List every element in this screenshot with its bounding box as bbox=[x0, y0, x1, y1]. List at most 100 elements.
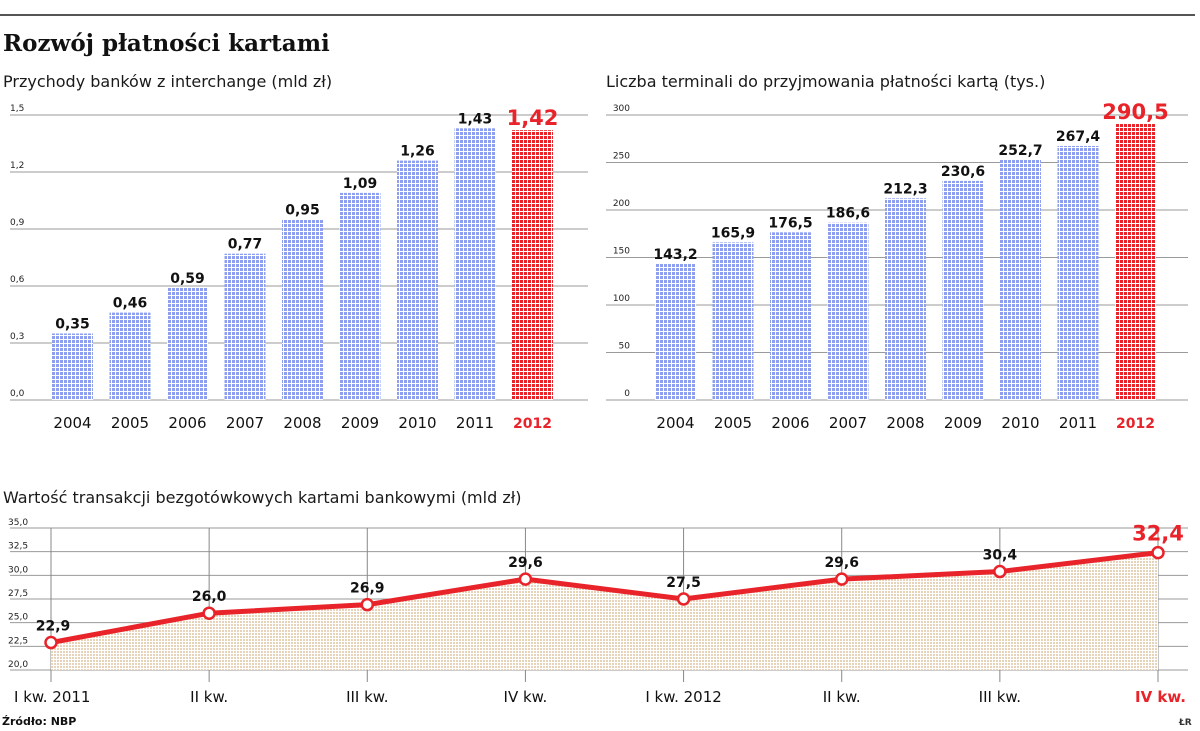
bar bbox=[52, 333, 93, 400]
x-tick-label: III kw. bbox=[979, 688, 1021, 706]
series-line bbox=[50, 550, 1159, 646]
data-label: 0,59 bbox=[170, 271, 205, 287]
interchange-bar-chart: 0,0 0,3 0,6 0,9 1,2 1,5 0,35 2004 0,46 2005 0,59 20… bbox=[10, 104, 588, 432]
x-tick-label: II kw. bbox=[823, 688, 861, 706]
x-tick-label: 2005 bbox=[714, 414, 752, 432]
x-tick-label: 2008 bbox=[886, 414, 924, 432]
x-tick-label: 2011 bbox=[1059, 414, 1097, 432]
data-point bbox=[834, 572, 849, 586]
bar bbox=[109, 312, 151, 400]
y-tick-label: 22,5 bbox=[8, 636, 28, 646]
x-tick-label: IV kw. bbox=[504, 688, 548, 706]
area-fill bbox=[51, 552, 1158, 670]
data-label: 230,6 bbox=[941, 164, 985, 180]
data-label: 29,6 bbox=[824, 555, 859, 571]
y-tick-label: 150 bbox=[613, 247, 630, 257]
y-tick-label: 30,0 bbox=[8, 565, 28, 575]
bar bbox=[1057, 145, 1099, 400]
y-tick-label: 250 bbox=[613, 152, 630, 162]
data-label: 26,0 bbox=[192, 589, 227, 605]
x-tick-label: 2007 bbox=[226, 414, 264, 432]
interchange-chart-title: Przychody banków z interchange (mld zł) bbox=[3, 72, 333, 91]
y-tick-label: 32,5 bbox=[8, 542, 28, 552]
x-tick-label: 2012 bbox=[513, 416, 552, 432]
data-label: 176,5 bbox=[768, 215, 812, 231]
x-tick-label: 2004 bbox=[656, 414, 694, 432]
y-tick-label: 0,9 bbox=[10, 218, 25, 228]
x-tick-label: IV kw. bbox=[1135, 688, 1186, 706]
bar bbox=[282, 219, 323, 400]
bar bbox=[224, 253, 266, 400]
bar bbox=[827, 222, 869, 400]
author-credit: ŁR bbox=[1179, 718, 1192, 728]
data-label: 30,4 bbox=[983, 548, 1018, 564]
data-label: 186,6 bbox=[826, 206, 870, 222]
y-tick-label: 27,5 bbox=[8, 589, 28, 599]
y-tick-label: 0,0 bbox=[10, 389, 25, 399]
x-tick-label: II kw. bbox=[190, 688, 228, 706]
x-tick-label: 2011 bbox=[456, 414, 494, 432]
top-rule bbox=[0, 14, 1195, 16]
bar bbox=[512, 130, 553, 400]
data-label: 1,43 bbox=[458, 111, 493, 127]
data-label: 1,09 bbox=[343, 176, 378, 192]
transactions-line-chart: 20,0 22,5 25,0 27,5 30,0 32,5 35,0 22,9 I kw. 20… bbox=[8, 518, 1188, 706]
bar bbox=[942, 180, 984, 400]
bar bbox=[1115, 124, 1156, 401]
y-tick-label: 200 bbox=[613, 199, 630, 209]
data-label: 165,9 bbox=[711, 225, 755, 241]
data-label: 1,26 bbox=[400, 144, 435, 160]
data-label: 0,77 bbox=[228, 237, 263, 253]
data-label: 290,5 bbox=[1102, 100, 1168, 124]
y-tick-label: 50 bbox=[619, 342, 631, 352]
x-tick-label: 2006 bbox=[168, 414, 206, 432]
x-tick-label: 2009 bbox=[341, 414, 379, 432]
data-label: 0,95 bbox=[285, 203, 320, 219]
x-tick-label: 2008 bbox=[283, 414, 321, 432]
data-point bbox=[44, 635, 58, 650]
y-tick-label: 1,2 bbox=[10, 161, 24, 171]
y-tick-label: 35,0 bbox=[8, 518, 28, 528]
x-tick-label: 2012 bbox=[1116, 416, 1155, 432]
data-point bbox=[360, 597, 375, 612]
y-tick-label: 25,0 bbox=[8, 613, 28, 623]
bar bbox=[339, 192, 381, 400]
terminals-chart-title: Liczba terminali do przyjmowania płatnoś… bbox=[606, 72, 1046, 91]
x-tick-label: 2004 bbox=[53, 414, 91, 432]
transactions-chart-title: Wartość transakcji bezgotówkowych kartam… bbox=[3, 488, 522, 507]
bar bbox=[167, 287, 208, 400]
main-title: Rozwój płatności kartami bbox=[3, 30, 330, 57]
bar bbox=[712, 242, 754, 400]
data-label: 22,9 bbox=[36, 619, 71, 635]
data-label: 0,35 bbox=[55, 317, 90, 333]
bar bbox=[397, 160, 438, 400]
data-label: 212,3 bbox=[883, 181, 927, 197]
y-tick-label: 1,5 bbox=[10, 104, 24, 114]
bar bbox=[885, 198, 926, 400]
bar bbox=[1000, 159, 1041, 400]
data-point bbox=[202, 606, 216, 620]
data-label: 143,2 bbox=[653, 247, 697, 263]
data-label: 1,42 bbox=[507, 106, 559, 130]
x-tick-label: 2009 bbox=[944, 414, 982, 432]
data-point bbox=[993, 564, 1007, 579]
data-point bbox=[518, 572, 533, 586]
x-tick-label: 2006 bbox=[771, 414, 809, 432]
x-tick-label: 2005 bbox=[111, 414, 149, 432]
y-tick-label: 0,6 bbox=[10, 275, 25, 285]
y-tick-label: 300 bbox=[613, 104, 630, 114]
x-tick-label: I kw. 2011 bbox=[14, 688, 90, 706]
data-label: 26,9 bbox=[350, 581, 385, 597]
data-label: 29,6 bbox=[508, 555, 543, 571]
x-tick-label: 2010 bbox=[1001, 414, 1039, 432]
data-label: 32,4 bbox=[1132, 522, 1184, 546]
terminals-bar-chart: 0 50 100 150 200 250 300 143,2 2004 165,9 2005 176,… bbox=[606, 100, 1188, 432]
bar bbox=[770, 232, 811, 400]
bar bbox=[655, 263, 696, 400]
source-note: Źródło: NBP bbox=[2, 715, 77, 728]
x-tick-label: III kw. bbox=[346, 688, 388, 706]
x-tick-label: 2007 bbox=[829, 414, 867, 432]
y-tick-label: 0,3 bbox=[10, 332, 24, 342]
data-label: 27,5 bbox=[666, 575, 701, 591]
